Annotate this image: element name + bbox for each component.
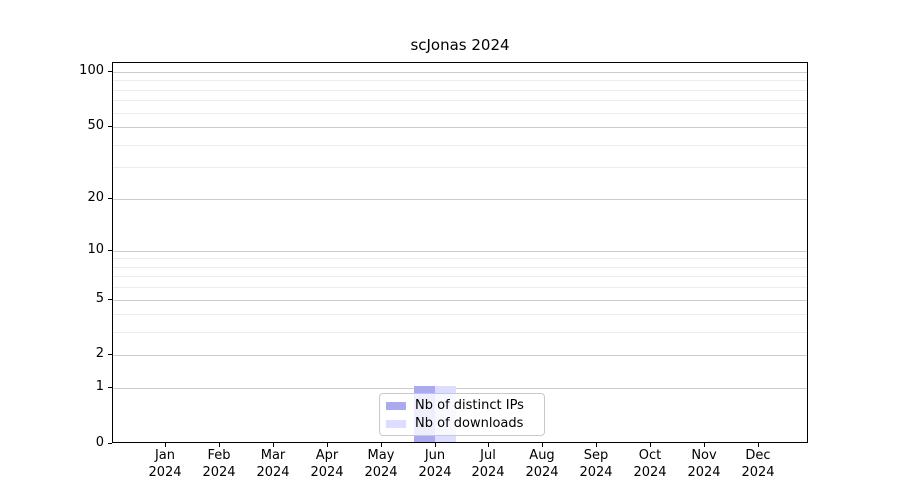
gridline-minor: [113, 167, 807, 169]
x-tick-mark: [219, 443, 220, 447]
x-tick-mark: [435, 443, 436, 447]
x-tick-mark: [650, 443, 651, 447]
x-tick-label: Jan 2024: [148, 448, 182, 480]
y-tick-mark: [108, 198, 112, 199]
y-tick-mark: [108, 250, 112, 251]
y-tick-label: 2: [95, 346, 104, 361]
y-tick-mark: [108, 354, 112, 355]
x-tick-label: Mar 2024: [256, 448, 290, 480]
gridline-minor: [113, 266, 807, 268]
y-tick-mark: [108, 443, 112, 444]
x-tick-mark: [596, 443, 597, 447]
gridline-minor: [113, 258, 807, 260]
y-tick-label: 50: [87, 118, 104, 133]
x-tick-mark: [273, 443, 274, 447]
y-tick-label: 5: [95, 291, 104, 306]
x-tick-mark: [327, 443, 328, 447]
x-tick-label: Dec 2024: [741, 448, 775, 480]
gridline-minor: [113, 287, 807, 289]
gridline-major: [113, 299, 807, 301]
plot-area: [112, 62, 808, 443]
gridline-minor: [113, 100, 807, 102]
x-tick-label: Nov 2024: [687, 448, 721, 480]
y-tick-mark: [108, 387, 112, 388]
x-tick-label: Apr 2024: [310, 448, 344, 480]
y-tick-label: 20: [87, 190, 104, 205]
gridline-minor: [113, 332, 807, 334]
y-tick-label: 100: [79, 63, 104, 78]
y-tick-mark: [108, 71, 112, 72]
gridline-major: [113, 71, 807, 73]
gridline-minor: [113, 80, 807, 82]
gridline-minor: [113, 276, 807, 278]
gridline-minor: [113, 112, 807, 114]
x-tick-mark: [542, 443, 543, 447]
legend-label-distinct-ips: Nb of distinct IPs: [415, 398, 524, 413]
legend-swatch-distinct-ips: [386, 401, 406, 410]
y-tick-label: 1: [95, 379, 104, 394]
x-tick-label: May 2024: [364, 448, 398, 480]
gridline-major: [113, 250, 807, 252]
y-tick-label: 10: [87, 242, 104, 257]
chart-title: scJonas 2024: [410, 36, 510, 54]
gridline-major: [113, 127, 807, 129]
legend-swatch-downloads: [386, 419, 406, 428]
x-tick-mark: [704, 443, 705, 447]
x-tick-label: Aug 2024: [525, 448, 559, 480]
legend: Nb of distinct IPs Nb of downloads: [379, 393, 545, 436]
y-tick-label: 0: [95, 435, 104, 450]
gridline-minor: [113, 89, 807, 91]
x-tick-label: Jun 2024: [418, 448, 452, 480]
x-tick-label: Sep 2024: [579, 448, 613, 480]
legend-item-downloads: Nb of downloads: [386, 415, 538, 432]
x-tick-mark: [488, 443, 489, 447]
gridline-major: [113, 388, 807, 390]
x-tick-mark: [381, 443, 382, 447]
y-tick-mark: [108, 126, 112, 127]
x-tick-label: Jul 2024: [471, 448, 505, 480]
legend-label-downloads: Nb of downloads: [415, 416, 524, 431]
x-tick-mark: [165, 443, 166, 447]
gridline-minor: [113, 144, 807, 146]
legend-item-distinct-ips: Nb of distinct IPs: [386, 397, 538, 414]
y-tick-mark: [108, 299, 112, 300]
x-tick-label: Oct 2024: [633, 448, 667, 480]
x-tick-mark: [758, 443, 759, 447]
gridline-major: [113, 198, 807, 200]
gridline-major: [113, 355, 807, 357]
x-tick-label: Feb 2024: [202, 448, 236, 480]
gridline-minor: [113, 314, 807, 316]
